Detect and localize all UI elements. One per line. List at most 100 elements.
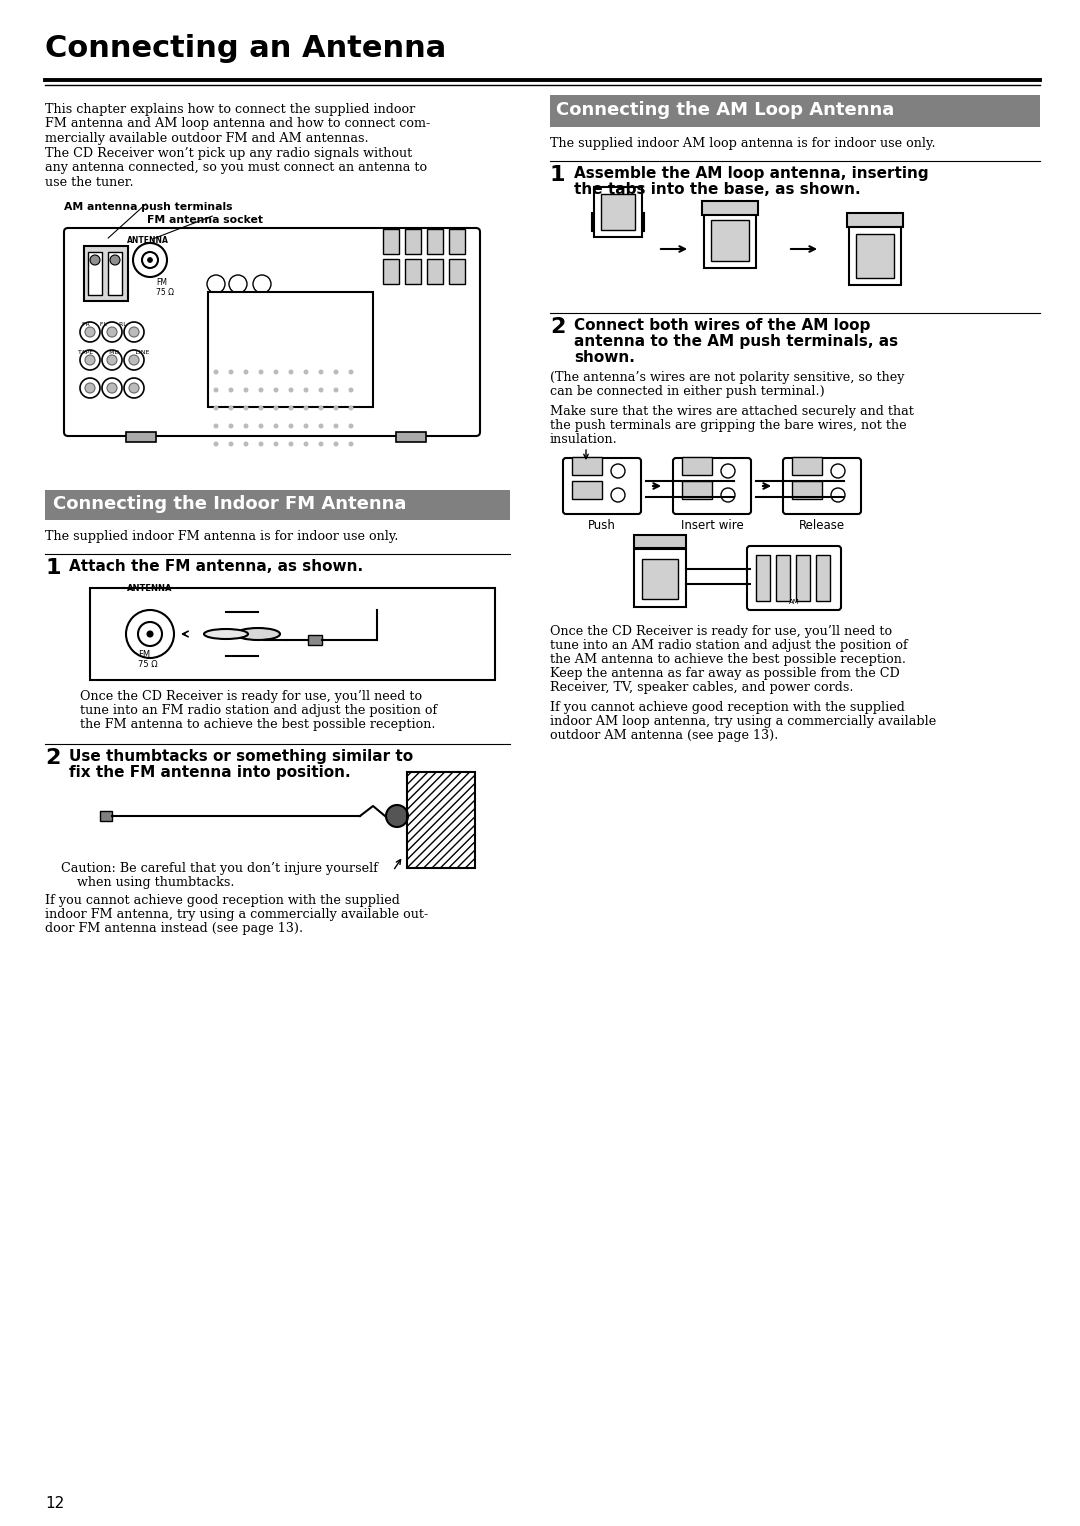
Text: Attach the FM antenna, as shown.: Attach the FM antenna, as shown.: [69, 559, 363, 574]
Circle shape: [129, 356, 139, 365]
Bar: [396, 432, 426, 443]
Circle shape: [273, 424, 279, 429]
Bar: [407, 772, 475, 868]
Text: FM antenna and AM loop antenna and how to connect com-: FM antenna and AM loop antenna and how t…: [45, 118, 430, 131]
Bar: [108, 252, 122, 295]
Text: can be connected in either push terminal.): can be connected in either push terminal…: [550, 385, 825, 398]
Text: use the tuner.: use the tuner.: [45, 175, 134, 189]
Ellipse shape: [237, 629, 280, 639]
Text: insulation.: insulation.: [550, 433, 618, 446]
Bar: [405, 229, 421, 253]
Circle shape: [288, 424, 294, 429]
Text: AM: AM: [788, 600, 799, 604]
Bar: [777, 555, 789, 601]
Circle shape: [319, 369, 324, 374]
Bar: [592, 214, 644, 230]
Circle shape: [124, 378, 144, 398]
Text: the tabs into the base, as shown.: the tabs into the base, as shown.: [573, 182, 861, 197]
Circle shape: [288, 369, 294, 374]
Text: the push terminals are gripping the bare wires, not the: the push terminals are gripping the bare…: [550, 420, 906, 432]
Circle shape: [319, 406, 324, 410]
Bar: [792, 481, 822, 499]
Text: indoor AM loop antenna, try using a commercially available: indoor AM loop antenna, try using a comm…: [550, 716, 936, 728]
Circle shape: [303, 424, 309, 429]
Circle shape: [107, 356, 117, 365]
Bar: [681, 456, 712, 475]
Text: fix the FM antenna into position.: fix the FM antenna into position.: [69, 765, 351, 780]
Bar: [84, 246, 129, 301]
Circle shape: [229, 424, 233, 429]
Circle shape: [207, 275, 225, 293]
Text: FM
75 Ω: FM 75 Ω: [156, 278, 174, 298]
Bar: [642, 559, 678, 600]
Text: Receiver, TV, speaker cables, and power cords.: Receiver, TV, speaker cables, and power …: [550, 681, 853, 694]
Bar: [383, 229, 399, 253]
Circle shape: [319, 388, 324, 392]
Circle shape: [288, 441, 294, 447]
Bar: [702, 201, 758, 215]
Text: ANTENNA: ANTENNA: [127, 237, 168, 246]
Circle shape: [129, 327, 139, 337]
Circle shape: [258, 406, 264, 410]
Text: This chapter explains how to connect the supplied indoor: This chapter explains how to connect the…: [45, 102, 415, 116]
Text: Keep the antenna as far away as possible from the CD: Keep the antenna as far away as possible…: [550, 667, 900, 681]
Circle shape: [229, 441, 233, 447]
Text: If you cannot achieve good reception with the supplied: If you cannot achieve good reception wit…: [550, 700, 905, 714]
Text: AM antenna push terminals: AM antenna push terminals: [64, 201, 232, 212]
Circle shape: [102, 378, 122, 398]
Circle shape: [126, 610, 174, 658]
Bar: [634, 536, 686, 548]
Ellipse shape: [204, 629, 248, 639]
FancyBboxPatch shape: [783, 458, 861, 514]
Text: The CD Receiver won’t pick up any radio signals without: The CD Receiver won’t pick up any radio …: [45, 146, 413, 160]
Circle shape: [831, 464, 845, 478]
Circle shape: [85, 356, 95, 365]
Circle shape: [273, 441, 279, 447]
Circle shape: [611, 464, 625, 478]
Circle shape: [288, 406, 294, 410]
Text: 2: 2: [550, 317, 565, 337]
Circle shape: [273, 369, 279, 374]
Bar: [816, 555, 831, 601]
Text: ANTENNA: ANTENNA: [127, 584, 173, 594]
Bar: [847, 214, 903, 227]
Text: the FM antenna to achieve the best possible reception.: the FM antenna to achieve the best possi…: [80, 719, 435, 731]
Circle shape: [273, 388, 279, 392]
Circle shape: [107, 383, 117, 394]
Text: 2: 2: [45, 748, 60, 768]
Bar: [681, 481, 712, 499]
Circle shape: [133, 243, 167, 278]
Circle shape: [334, 369, 338, 374]
Circle shape: [129, 383, 139, 394]
Text: If you cannot achieve good reception with the supplied: If you cannot achieve good reception wit…: [45, 894, 400, 906]
Circle shape: [80, 322, 100, 342]
Circle shape: [214, 388, 218, 392]
Circle shape: [214, 369, 218, 374]
Circle shape: [148, 258, 152, 262]
Bar: [756, 555, 770, 601]
FancyBboxPatch shape: [64, 227, 480, 436]
Circle shape: [124, 322, 144, 342]
Circle shape: [721, 488, 735, 502]
Text: The supplied indoor AM loop antenna is for indoor use only.: The supplied indoor AM loop antenna is f…: [550, 137, 935, 150]
Circle shape: [303, 441, 309, 447]
Circle shape: [102, 322, 122, 342]
Text: 1: 1: [45, 559, 60, 578]
Circle shape: [138, 623, 162, 645]
Text: Assemble the AM loop antenna, inserting: Assemble the AM loop antenna, inserting: [573, 166, 929, 182]
Text: FR     FL      RL: FR FL RL: [82, 322, 126, 327]
Bar: [856, 233, 894, 278]
Circle shape: [831, 488, 845, 502]
Bar: [572, 481, 602, 499]
Circle shape: [334, 424, 338, 429]
Text: mercially available outdoor FM and AM antennas.: mercially available outdoor FM and AM an…: [45, 133, 368, 145]
Bar: [126, 432, 156, 443]
Bar: [427, 259, 443, 284]
Bar: [100, 810, 112, 821]
Text: 12: 12: [45, 1495, 64, 1511]
Circle shape: [229, 275, 247, 293]
Circle shape: [319, 441, 324, 447]
Text: TAPE        MD        LINE: TAPE MD LINE: [78, 349, 149, 356]
Bar: [796, 555, 810, 601]
Text: (The antenna’s wires are not polarity sensitive, so they: (The antenna’s wires are not polarity se…: [550, 371, 905, 385]
